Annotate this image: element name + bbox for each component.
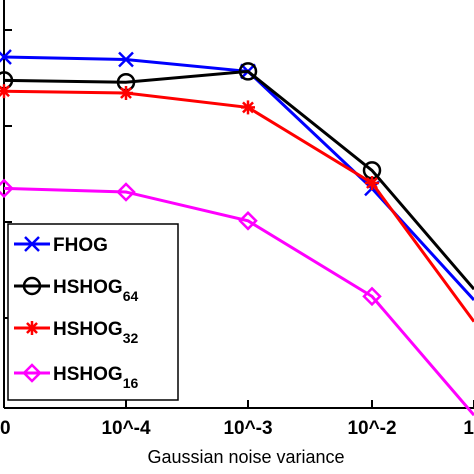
- legend-entry: FHOG: [14, 235, 108, 256]
- data-point: [238, 62, 258, 81]
- marker-x: [24, 236, 40, 252]
- series-line: [3, 186, 474, 417]
- legend-label: HSHOG64: [53, 277, 138, 304]
- x-tick-label: 10^-2: [347, 418, 396, 439]
- data-point: [362, 286, 382, 307]
- legend-label: FHOG: [53, 235, 108, 256]
- data-point: [0, 84, 11, 99]
- data-point: [365, 176, 379, 190]
- series-line: [3, 69, 474, 291]
- legend-label: HSHOG16: [53, 364, 138, 391]
- legend-label: HSHOG32: [53, 319, 138, 346]
- x-tick-label: 10^-4: [101, 418, 151, 439]
- x-tick-label: 1: [463, 418, 474, 439]
- data-point: [0, 178, 14, 199]
- series-hshog16: [0, 178, 474, 417]
- x-tick-labels: 0 10^-4 10^-3 10^-2 1: [0, 418, 474, 439]
- data-point: [241, 100, 255, 115]
- x-tick-label: 10^-3: [223, 418, 272, 439]
- legend-entry: HSHOG32: [14, 319, 138, 346]
- marker-circle: [22, 276, 42, 296]
- series-hshog32: [0, 84, 474, 323]
- data-point: [116, 182, 136, 202]
- x-tick-label: 0: [0, 418, 11, 439]
- data-point: [118, 51, 134, 68]
- data-point: [238, 211, 258, 231]
- legend-entry: HSHOG16: [14, 363, 138, 391]
- x-axis-title: Gaussian noise variance: [147, 447, 344, 467]
- data-point: [119, 86, 133, 100]
- legend: FHOG HSHOG64 HSHOG32 HSHOG16: [7, 223, 179, 401]
- legend-entry: HSHOG64: [14, 276, 138, 304]
- marker-diamond: [22, 363, 42, 383]
- marker-asterisk: [25, 321, 39, 335]
- data-point: [0, 49, 12, 65]
- series-layer: [0, 49, 474, 417]
